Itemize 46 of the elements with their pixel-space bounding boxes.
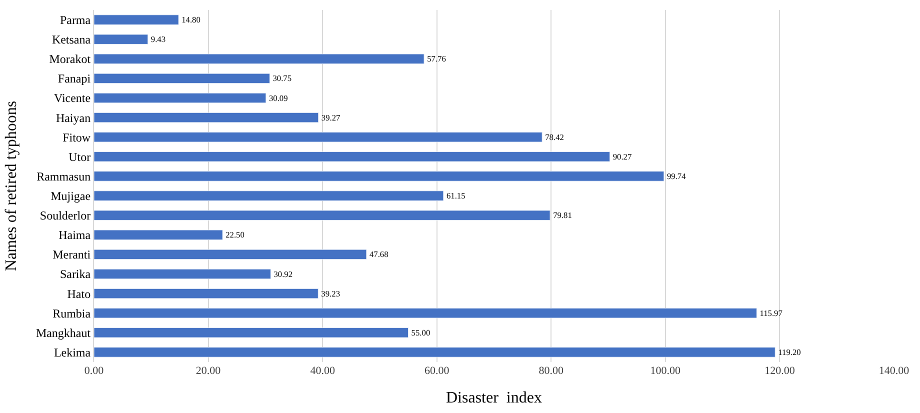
y-tick-label: Vicente [54, 91, 91, 106]
bar [94, 210, 550, 220]
bar [94, 190, 444, 201]
bar [94, 132, 542, 142]
y-tick-label: Fitow [62, 130, 91, 144]
y-tick-label: Hato [67, 286, 91, 301]
y-tick-label: Mujigae [50, 188, 91, 203]
y-tick-label: Rumbia [52, 306, 92, 320]
y-tick-label: Rammasun [36, 169, 91, 184]
y-tick-label: Ketsana [52, 32, 92, 47]
y-tick-label: Haiyan [56, 110, 91, 125]
bar [94, 347, 776, 358]
bar [94, 328, 409, 338]
x-tick-label: 20.00 [196, 365, 222, 377]
bar [94, 54, 424, 64]
y-tick-label: Mangkhaut [36, 326, 92, 340]
bar [94, 288, 318, 299]
x-tick-label: 0.00 [84, 365, 104, 377]
bar [94, 73, 270, 84]
y-tick-label: Sarika [60, 267, 92, 282]
y-tick-label: Utor [68, 150, 91, 164]
x-axis-title: Disaster index [446, 390, 542, 407]
bar [94, 308, 757, 318]
bar [94, 171, 664, 182]
y-tick-label: Meranti [52, 248, 92, 262]
bar [94, 230, 223, 240]
bar [94, 152, 610, 162]
bar [94, 249, 367, 260]
bar [94, 92, 266, 104]
x-tick-label: 100.00 [650, 365, 682, 377]
y-axis-title: Names of retired typhoons [2, 100, 20, 272]
x-tick-label: 40.00 [310, 365, 336, 377]
y-tick-label: Morakot [49, 52, 92, 66]
y-tick-label: Fanapi [58, 72, 92, 86]
bar [94, 112, 319, 123]
x-tick-label: 60.00 [424, 365, 450, 377]
y-tick-label: Haima [58, 228, 92, 242]
x-tick-label: 80.00 [538, 365, 564, 377]
bar [94, 14, 179, 25]
x-tick-label: 120.00 [764, 365, 796, 377]
y-tick-label: Parma [60, 12, 92, 27]
y-tick-label: Soulderlor [40, 208, 91, 223]
bar [94, 268, 271, 280]
y-tick-label: Lekima [54, 345, 92, 360]
x-tick-label: 140.00 [878, 365, 910, 377]
bar [94, 34, 148, 44]
